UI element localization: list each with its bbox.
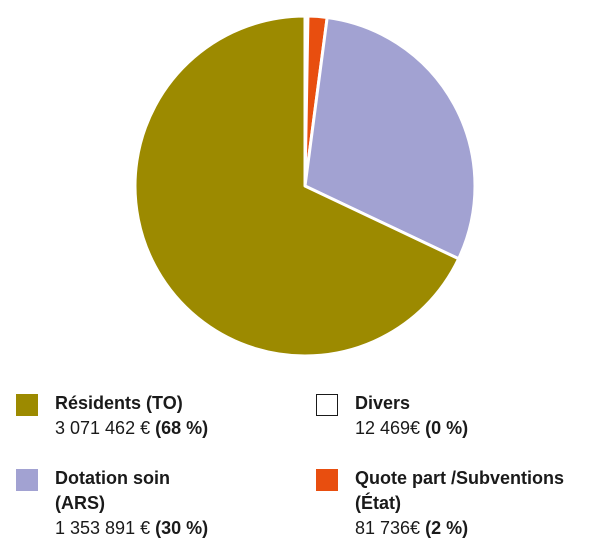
legend-percent-divers: (0 %)	[425, 418, 469, 438]
legend-percent-dotation: (30 %)	[155, 518, 209, 538]
legend-swatch-dotation	[16, 469, 38, 491]
legend-swatch-subventions	[316, 469, 338, 491]
legend-percent-residents: (68 %)	[155, 418, 209, 438]
legend-amount-divers: 12 469€	[355, 418, 421, 438]
pie-slice-dotation	[303, 15, 477, 261]
legend-label-residents: Résidents (TO)	[55, 393, 183, 413]
legend-percent-subventions: (2 %)	[425, 518, 469, 538]
legend-amount-subventions: 81 736€	[355, 518, 421, 538]
pie-chart	[133, 14, 477, 358]
legend-label-subventions: Quote part /Subventions (État)	[355, 468, 565, 513]
legend-value-divers: 12 469€ (0 %)	[355, 416, 468, 441]
legend-swatch-residents	[16, 394, 38, 416]
legend-value-residents: 3 071 462 € (68 %)	[55, 416, 208, 441]
legend-label-divers: Divers	[355, 393, 411, 413]
legend-amount-residents: 3 071 462 €	[55, 418, 151, 438]
legend-swatch-divers	[316, 394, 338, 416]
legend-value-dotation: 1 353 891 € (30 %)	[55, 516, 208, 541]
legend-amount-dotation: 1 353 891 €	[55, 518, 151, 538]
pie-slice-residents	[133, 14, 461, 358]
legend-label-dotation: Dotation soin (ARS)	[55, 468, 170, 513]
legend-value-subventions: 81 736€ (2 %)	[355, 516, 598, 541]
